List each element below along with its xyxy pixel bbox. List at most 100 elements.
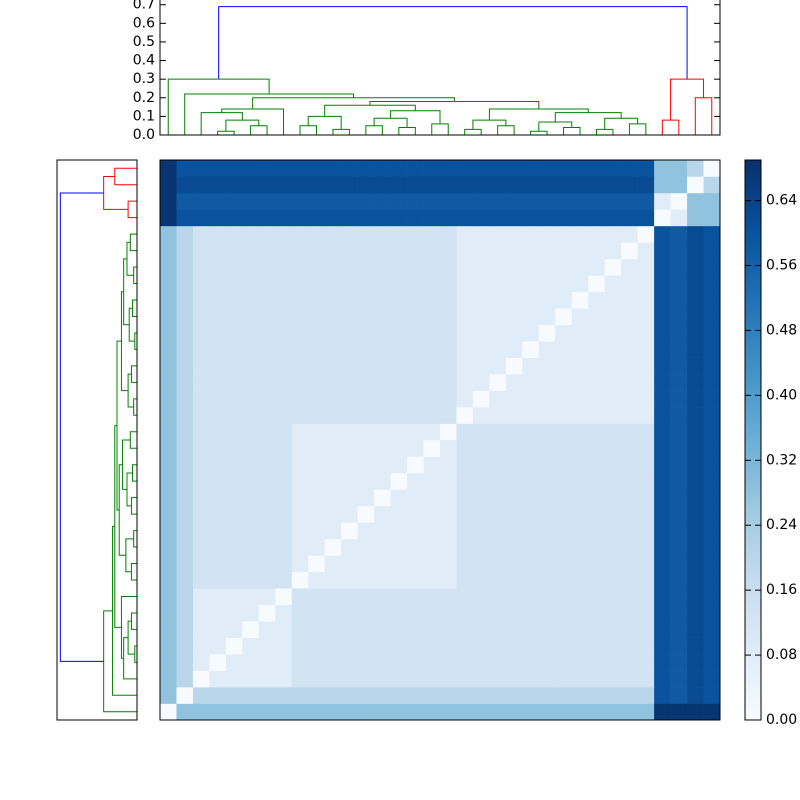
heatmap-cell [687,703,704,721]
left-dendrogram-link [127,200,137,219]
heatmap-cell [324,390,342,408]
heatmap-cell [258,160,276,177]
heatmap-cell [588,291,606,309]
heatmap-cell [209,472,227,490]
heatmap-cell [555,654,573,671]
heatmap-cell [571,703,589,721]
heatmap-cell [423,440,441,457]
heatmap-cell [670,308,688,326]
heatmap-cell [637,209,655,227]
heatmap-cell [390,489,408,507]
heatmap-cell [275,357,293,375]
heatmap-cell [505,505,523,523]
heatmap-cell [472,456,490,474]
heatmap-cell [324,505,342,523]
heatmap-cell [555,703,573,721]
heatmap-cell [555,192,573,210]
heatmap-cell [407,621,424,638]
heatmap-cell [505,176,523,194]
heatmap-cell [522,341,540,358]
heatmap-cell [357,341,375,358]
colorbar-tick-label: 0.56 [766,258,797,274]
heatmap-cell [209,275,227,293]
heatmap-cell [176,176,194,194]
heatmap-cell [390,407,408,424]
heatmap-cell [440,242,457,260]
heatmap-cell [654,555,671,573]
heatmap-cell [242,604,260,622]
heatmap-cell [341,357,358,375]
heatmap-cell [571,341,589,358]
heatmap-cell [308,341,326,358]
top-dendrogram-link [628,123,647,135]
heatmap-cell [407,505,424,523]
heatmap-cell [489,604,507,622]
heatmap-cell [670,374,688,391]
heatmap-cell [341,555,358,573]
heatmap-cell [390,588,408,606]
heatmap-cell [209,242,227,260]
heatmap-cell [242,621,260,638]
heatmap-cell [192,176,210,194]
heatmap-cell [324,160,342,177]
heatmap-cell [209,440,227,457]
heatmap-cell [538,209,556,227]
heatmap-cell [275,505,293,523]
heatmap-cell [555,407,573,424]
heatmap-cell [538,341,556,358]
heatmap-cell [275,555,293,573]
heatmap-cell [637,505,655,523]
heatmap-cell [472,472,490,490]
heatmap-cell [357,291,375,309]
heatmap-cell [505,670,523,688]
heatmap-cell [604,390,622,408]
heatmap-cell [522,604,540,622]
heatmap-cell [192,291,210,309]
heatmap-cell [472,374,490,391]
heatmap-cell [472,324,490,342]
heatmap-cell [160,440,177,457]
heatmap-cell [687,588,704,606]
heatmap-cell [670,604,688,622]
heatmap-cell [176,670,194,688]
heatmap-cell [341,456,358,474]
heatmap-cell [670,275,688,293]
heatmap-cell [324,374,342,391]
heatmap-cell [489,472,507,490]
heatmap-cell [489,176,507,194]
heatmap-cell [522,160,540,177]
heatmap-cell [242,275,260,293]
heatmap-cell [472,571,490,589]
heatmap-cell [637,538,655,556]
heatmap-cell [341,637,358,655]
heatmap-cell [275,472,293,490]
heatmap-cell [225,687,243,704]
heatmap-cell [538,275,556,293]
heatmap-cell [407,192,424,210]
heatmap-cell [357,456,375,474]
heatmap-cell [390,571,408,589]
heatmap-cell [225,555,243,573]
heatmap-cell [308,621,326,638]
heatmap-cell [703,621,721,638]
heatmap-cell [308,440,326,457]
heatmap-cell [670,588,688,606]
heatmap-cell [258,390,276,408]
heatmap-cell [390,291,408,309]
heatmap-cell [291,209,309,227]
heatmap-cell [621,308,638,326]
heatmap-cell [176,588,194,606]
heatmap-cell [209,456,227,474]
heatmap-cell [209,555,227,573]
heatmap-cell [407,357,424,375]
heatmap-cell [522,621,540,638]
heatmap-cell [192,258,210,276]
heatmap-cell [192,571,210,589]
heatmap-cell [687,357,704,375]
heatmap-cell [374,588,391,606]
heatmap-cell [407,687,424,704]
heatmap-cell [637,604,655,622]
heatmap-cell [456,456,474,474]
heatmap-cell [538,621,556,638]
heatmap-cell [555,489,573,507]
